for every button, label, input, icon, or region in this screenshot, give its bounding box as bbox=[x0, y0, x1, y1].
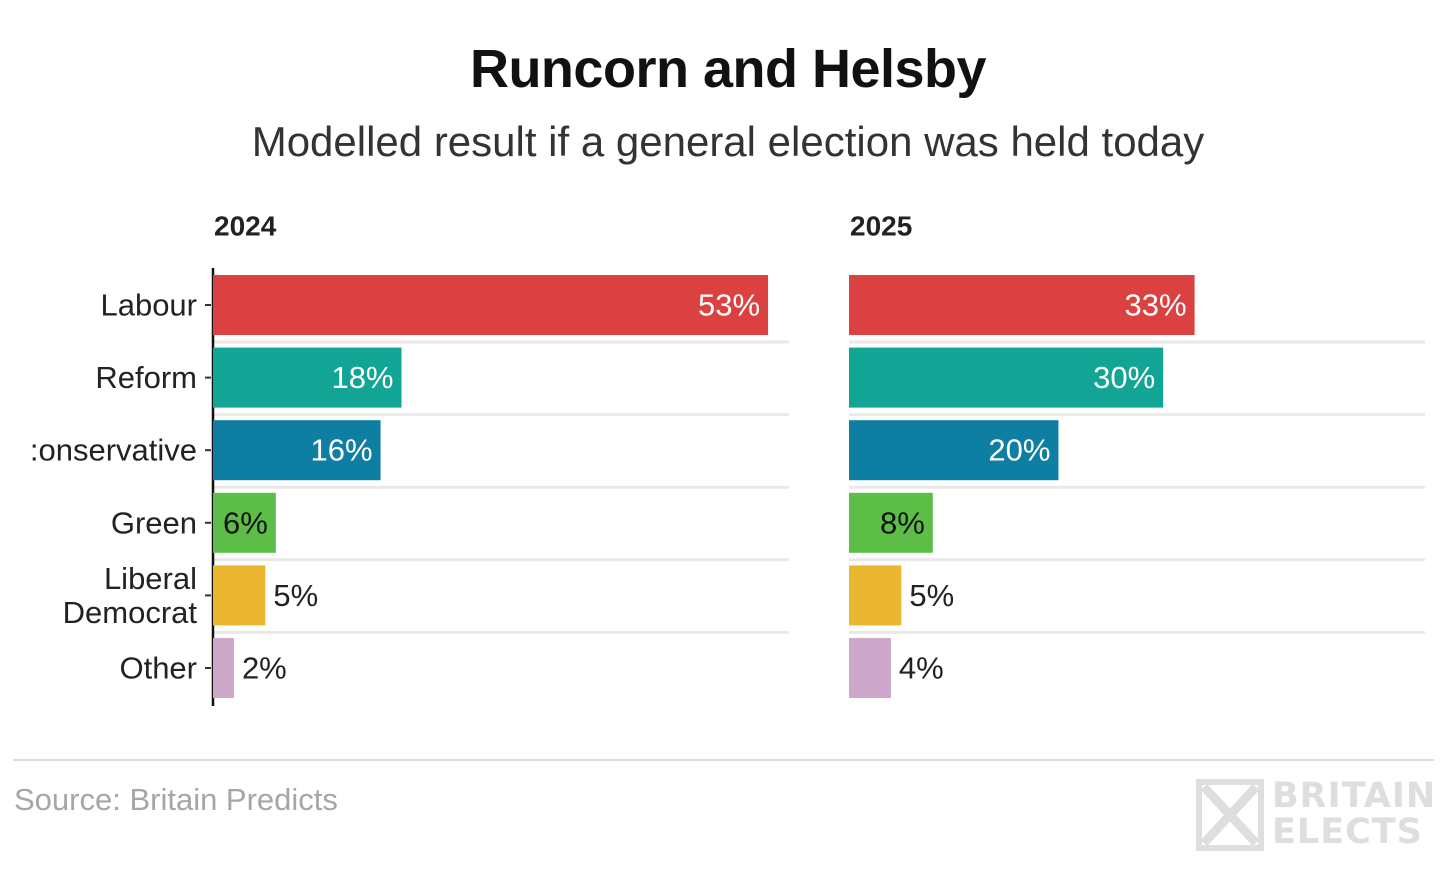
source-note: Source: Britain Predicts bbox=[14, 782, 338, 817]
bar bbox=[849, 420, 1059, 481]
bar bbox=[213, 638, 234, 698]
category-label: Reform bbox=[95, 360, 197, 395]
bar bbox=[849, 638, 891, 698]
bar-chart: Labour Reform :onservative Green LiberalDemo… bbox=[30, 211, 1425, 706]
category-label: Liberal bbox=[104, 561, 197, 596]
category-label: Labour bbox=[100, 288, 197, 323]
britain-elects-x-logo-icon bbox=[1196, 779, 1264, 851]
footer-divider bbox=[13, 759, 1434, 761]
category-label: Green bbox=[111, 505, 197, 540]
bar-value-label: 5% bbox=[909, 578, 954, 613]
panel-year-label: 2024 bbox=[214, 211, 277, 242]
bar-value-label: 6% bbox=[223, 505, 268, 540]
panel-year-label: 2025 bbox=[850, 211, 912, 242]
category-label: Other bbox=[119, 651, 197, 686]
bar-value-label: 5% bbox=[273, 578, 318, 613]
bar bbox=[213, 347, 402, 408]
bar bbox=[213, 492, 276, 553]
bar bbox=[849, 492, 933, 553]
bar-value-label: 4% bbox=[899, 651, 944, 686]
logo-line-1: BRITAIN bbox=[1272, 776, 1437, 816]
bar-value-label: 53% bbox=[698, 288, 760, 323]
bar bbox=[849, 275, 1195, 335]
bar bbox=[849, 347, 1164, 408]
bar-value-label: 30% bbox=[1093, 360, 1155, 395]
logo-line-2: ELECTS bbox=[1272, 812, 1423, 852]
bar-value-label: 33% bbox=[1125, 288, 1187, 323]
bar-value-label: 18% bbox=[331, 360, 393, 395]
bar bbox=[213, 565, 266, 626]
bar-value-label: 8% bbox=[880, 505, 925, 540]
category-label: :onservative bbox=[30, 433, 197, 468]
chart-title: Runcorn and Helsby bbox=[469, 39, 987, 99]
bar bbox=[849, 565, 902, 626]
chart-subtitle: Modelled result if a general election wa… bbox=[251, 118, 1205, 165]
bar bbox=[213, 275, 769, 335]
category-label: Democrat bbox=[63, 595, 198, 630]
bar-value-label: 2% bbox=[242, 651, 287, 686]
bar-value-label: 20% bbox=[988, 433, 1050, 468]
bar-value-label: 16% bbox=[311, 433, 373, 468]
bar bbox=[213, 420, 381, 481]
britain-elects-logo: BRITAIN ELECTS bbox=[1196, 778, 1436, 852]
